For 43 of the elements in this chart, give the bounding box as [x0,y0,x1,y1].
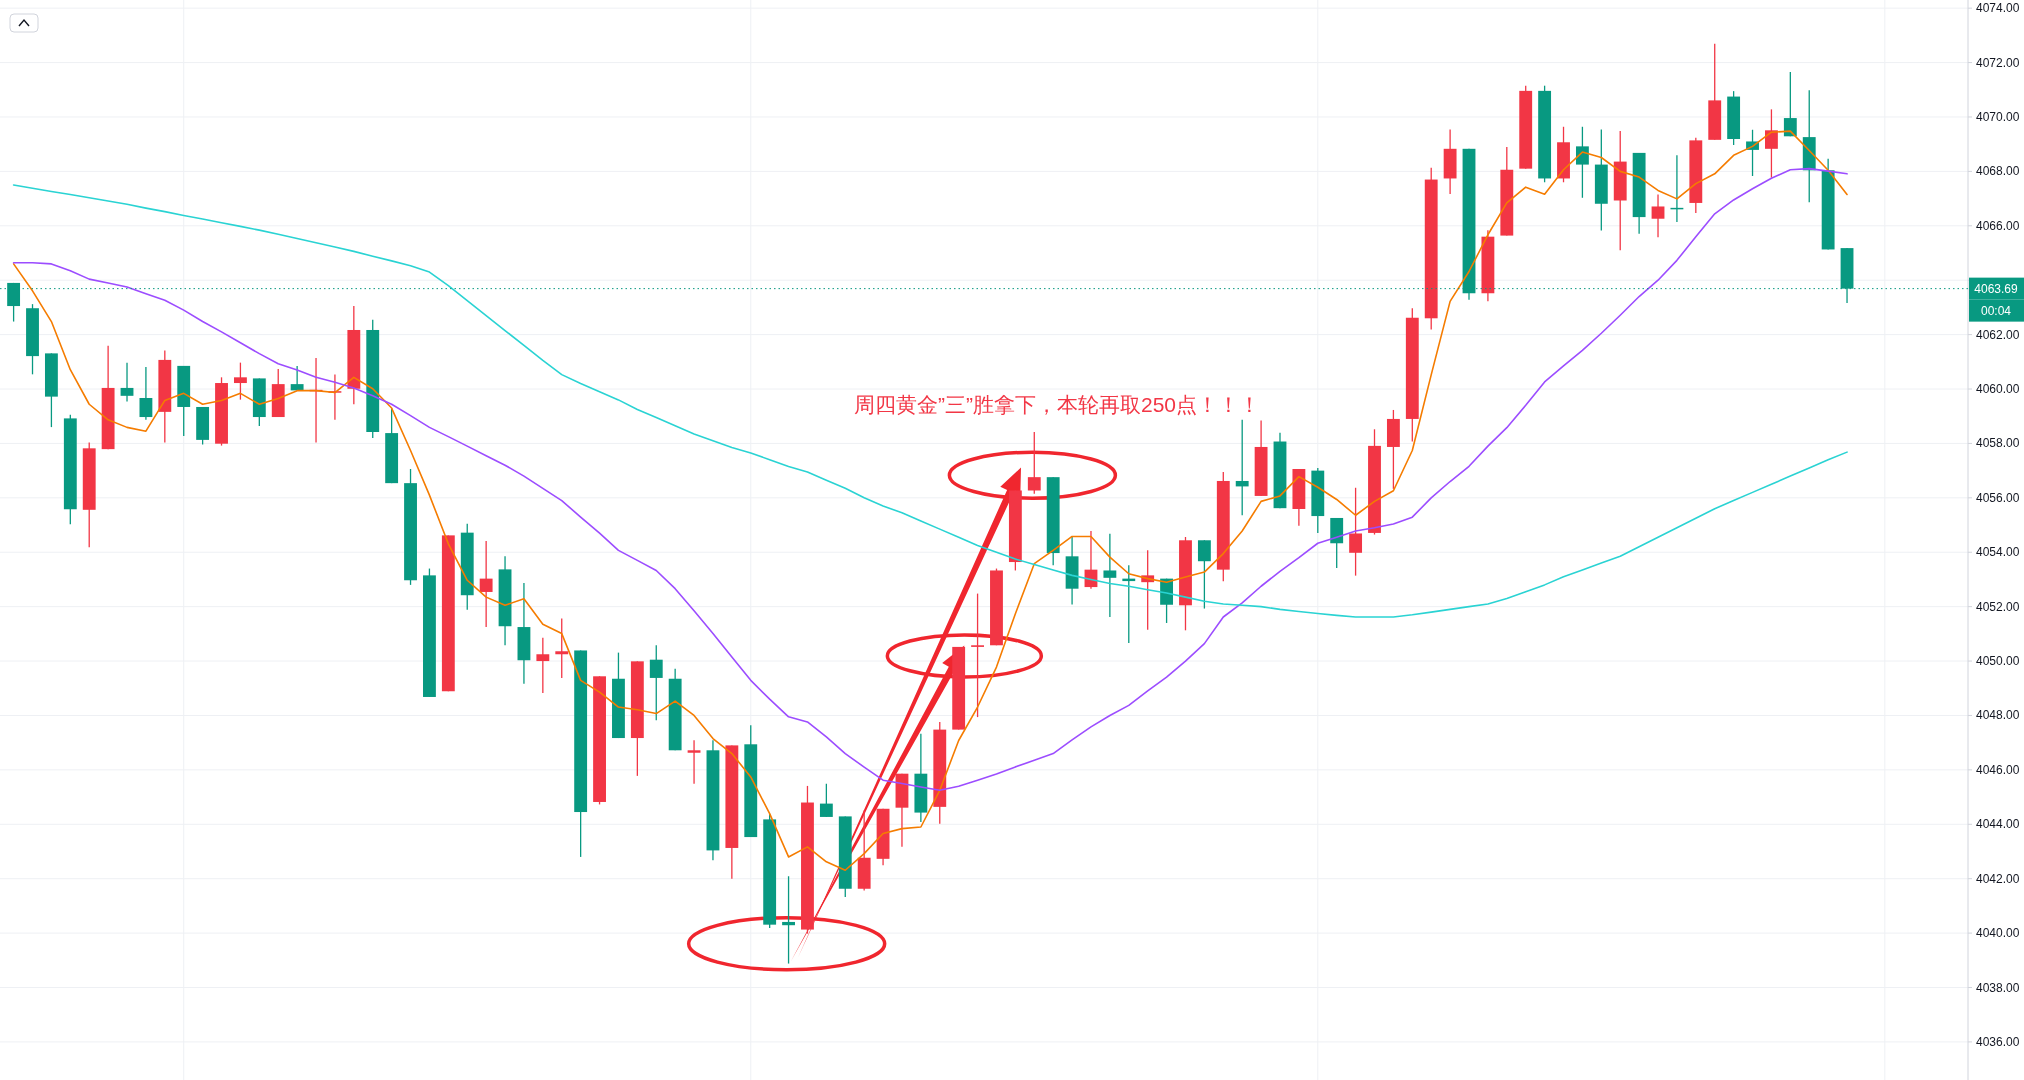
candlestick [1651,193,1665,238]
y-tick-label: 4068.00 [1976,164,2020,179]
candlestick [234,361,247,401]
y-tick-label: 4036.00 [1976,1034,2020,1049]
y-tick-label: 4038.00 [1976,980,2020,995]
y-tick-label: 4050.00 [1976,654,2020,669]
candlestick [1349,487,1363,577]
candlestick [687,739,701,785]
y-tick-label: 4040.00 [1976,926,2020,941]
y-tick-label: 4046.00 [1976,762,2020,777]
candlestick [555,617,569,679]
y-tick-label: 4072.00 [1976,55,2020,70]
y-tick-label: 4070.00 [1976,109,2020,124]
y-tick-label: 4056.00 [1976,490,2020,505]
candlestick [1197,539,1211,610]
y-tick-label: 4052.00 [1976,599,2020,614]
candlestick [782,875,795,965]
candlestick [290,365,304,392]
candlestick [1783,71,1797,137]
text: 00:04 [1980,303,2012,318]
candlestick [1765,108,1778,179]
y-tick-label: 4066.00 [1976,218,2020,233]
y-tick-label: 4060.00 [1976,382,2020,397]
y-tick-label: 4042.00 [1976,871,2020,886]
candlestick [139,366,153,421]
candlestick [479,540,493,628]
ref-line-label: 4063.69 [1974,281,2019,296]
candlestick [536,637,550,694]
annotation: 周四黄金”三”胜拿下，本轮再取250点！！！ [853,392,1261,416]
candlestick [649,644,663,722]
y-tick-label: 4058.00 [1976,436,2020,451]
y-tick-label: 4054.00 [1976,545,2020,560]
candlestick [1235,419,1249,516]
candlestick [971,592,984,718]
candlestick [1103,533,1117,618]
candlestick [1575,126,1589,199]
y-tick-label: 4062.00 [1976,327,2020,342]
y-tick-label: 4048.00 [1976,708,2020,723]
candlestick [1027,431,1041,495]
y-tick-label: 4074.00 [1976,1,2020,16]
candlestick [819,783,833,818]
y-tick-label: 4044.00 [1976,817,2020,832]
candlestick [120,361,134,403]
